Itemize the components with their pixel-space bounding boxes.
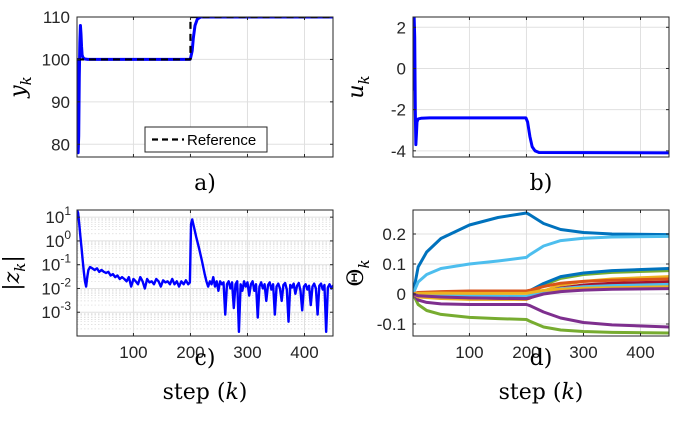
series-line-input — [413, 17, 669, 155]
y-tick-exponent: -3 — [60, 299, 71, 313]
y-axis-label: yk — [6, 76, 35, 99]
panel-caption: d) — [530, 346, 553, 371]
y-tick-base: 10 — [45, 208, 64, 227]
y-axis-label: |zk| — [0, 255, 29, 291]
y-label-part: y — [6, 85, 31, 99]
x-label-close: ) — [575, 380, 584, 405]
x-axis-label: step (k) — [499, 380, 584, 405]
axes-box — [412, 209, 670, 337]
y-tick-label: 0 — [397, 285, 406, 304]
y-tick-label: -4 — [391, 142, 406, 161]
y-tick-label: -0.1 — [377, 315, 406, 334]
y-label-part: k — [355, 75, 373, 84]
y-tick-label: 100 — [45, 228, 71, 251]
legend-label: Reference — [187, 132, 256, 149]
series-line-theta3 — [413, 292, 669, 335]
series-line-theta2 — [413, 234, 669, 296]
x-tick-label: 200 — [176, 343, 204, 362]
x-label-word: step ( — [499, 380, 562, 405]
series-line-theta4 — [413, 292, 669, 329]
y-tick-label: 0 — [397, 59, 406, 78]
y-label-part: | — [0, 283, 25, 290]
y-tick-base: 10 — [41, 279, 60, 298]
series-line-theta11 — [413, 285, 669, 296]
y-label-part: u — [344, 84, 369, 98]
y-tick-exponent: -2 — [60, 275, 71, 289]
y-tick-exponent: 1 — [64, 204, 71, 218]
series-line-reference — [77, 17, 333, 61]
x-tick-label: 400 — [626, 343, 654, 362]
y-label-part: Θ — [344, 269, 369, 287]
y-tick-label: 90 — [51, 93, 70, 112]
axes-box — [76, 209, 334, 337]
axes-box — [76, 16, 334, 158]
y-tick-label: 2 — [397, 18, 406, 37]
axes-box — [412, 16, 670, 158]
series-line-theta12 — [413, 287, 669, 300]
y-tick-label: 0.1 — [382, 255, 406, 274]
series-line-error — [77, 210, 333, 334]
plot-area — [413, 17, 669, 157]
y-label-part: z — [0, 271, 25, 284]
y-tick-label: 10-2 — [41, 275, 71, 298]
y-label-part: k — [355, 259, 373, 268]
series-line-theta10 — [413, 282, 669, 298]
x-tick-label: 300 — [233, 343, 261, 362]
y-tick-base: 10 — [41, 303, 60, 322]
y-tick-base: 10 — [45, 232, 64, 251]
y-tick-exponent: -1 — [60, 252, 71, 266]
y-axis-label: Θk — [344, 259, 373, 286]
series-group — [413, 211, 669, 335]
x-label-var: k — [225, 380, 238, 405]
series-group — [77, 17, 333, 155]
x-tick-label: 100 — [455, 343, 483, 362]
series-group — [413, 17, 669, 155]
y-tick-label: -2 — [391, 101, 406, 120]
panel-caption: c) — [195, 346, 216, 371]
y-tick-label: 110 — [43, 8, 70, 27]
y-tick-label: 100 — [42, 50, 70, 69]
x-tick-label: 100 — [119, 343, 147, 362]
x-axis-label: step (k) — [163, 380, 248, 405]
x-tick-label: 400 — [290, 343, 318, 362]
panel-caption: a) — [194, 171, 216, 196]
x-label-close: ) — [239, 380, 248, 405]
x-tick-label: 300 — [569, 343, 597, 362]
y-tick-label: 80 — [51, 135, 70, 154]
y-tick-base: 10 — [41, 256, 60, 275]
panel-caption: b) — [530, 171, 553, 196]
panel-a: 80 90 100 110 yk a) Reference — [6, 8, 334, 196]
y-label-part: k — [11, 263, 29, 272]
y-tick-label: 10-3 — [41, 299, 71, 322]
y-tick-label: 0.2 — [382, 225, 406, 244]
y-label-part: | — [0, 255, 25, 262]
x-tick-label: 200 — [512, 343, 540, 362]
y-tick-label: 10-1 — [41, 252, 71, 275]
y-tick-label: 101 — [45, 204, 71, 227]
series-line-output — [77, 17, 333, 155]
y-tick-exponent: 0 — [64, 228, 71, 242]
panel-b: 2 0 -2 -4 uk b) — [344, 16, 670, 196]
x-label-word: step ( — [163, 380, 226, 405]
y-label-part: k — [17, 76, 35, 85]
y-axis-label: uk — [344, 75, 373, 98]
x-label-var: k — [561, 380, 574, 405]
series-group — [77, 210, 333, 334]
